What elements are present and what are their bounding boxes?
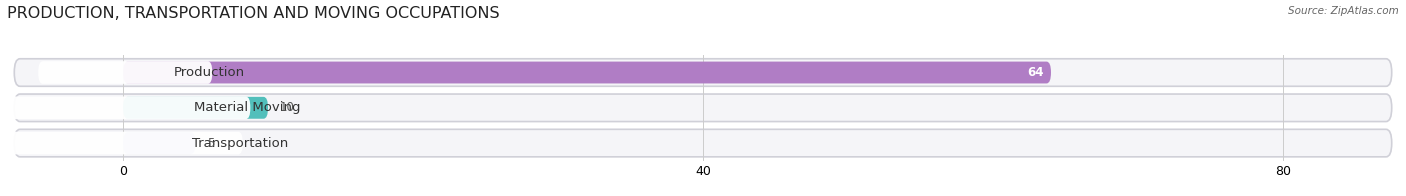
FancyBboxPatch shape [14,94,1392,122]
FancyBboxPatch shape [14,59,1392,86]
Text: Material Moving: Material Moving [194,101,301,114]
FancyBboxPatch shape [38,61,212,84]
Text: 5: 5 [207,137,215,150]
Text: 64: 64 [1028,66,1043,79]
Text: PRODUCTION, TRANSPORTATION AND MOVING OCCUPATIONS: PRODUCTION, TRANSPORTATION AND MOVING OC… [7,6,499,21]
FancyBboxPatch shape [0,96,250,119]
Text: Transportation: Transportation [191,137,288,150]
FancyBboxPatch shape [14,129,1392,157]
FancyBboxPatch shape [124,62,1052,83]
FancyBboxPatch shape [124,97,269,119]
FancyBboxPatch shape [8,132,243,154]
Text: Production: Production [174,66,245,79]
FancyBboxPatch shape [124,132,195,154]
Text: Source: ZipAtlas.com: Source: ZipAtlas.com [1288,6,1399,16]
Text: 10: 10 [280,101,294,114]
